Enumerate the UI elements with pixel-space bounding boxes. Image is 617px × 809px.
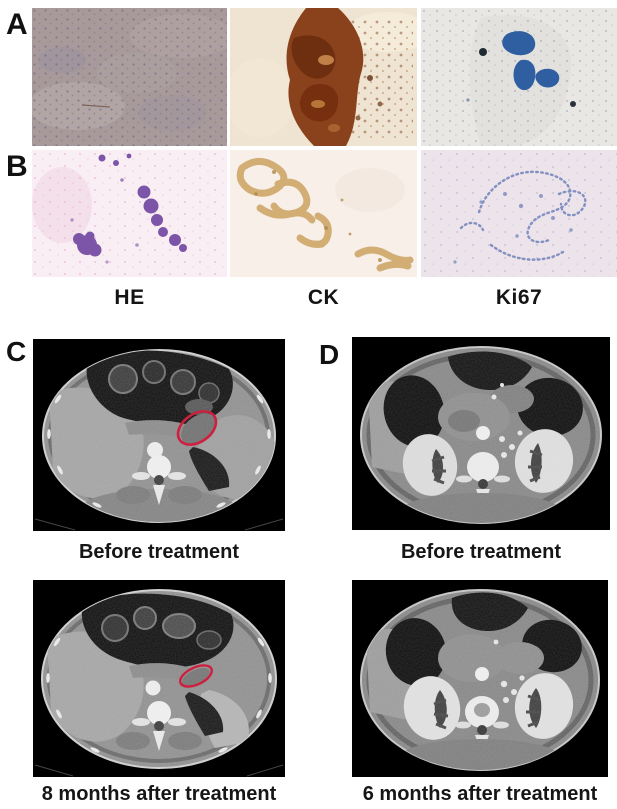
- histology-panel-b-he: [32, 150, 227, 277]
- ct-image-c-after: [33, 580, 285, 777]
- stain-label-ck: CK: [307, 286, 340, 309]
- ct-caption-d-before: Before treatment: [400, 541, 562, 563]
- histology-panel-b-ck: [230, 150, 417, 277]
- ct-caption-d-after: 6 months after treatment: [362, 783, 598, 805]
- stain-label-he: HE: [114, 286, 145, 309]
- tumor-annotation-ellipse: [176, 410, 218, 446]
- ki67-positive-clusters: [502, 31, 560, 91]
- stain-label-ki67: Ki67: [495, 286, 543, 309]
- section-label-d: D: [319, 339, 340, 370]
- section-label-a: A: [6, 8, 28, 41]
- section-label-c: C: [6, 336, 27, 367]
- ct-image-c-before: [33, 339, 285, 531]
- ct-image-d-after: [352, 580, 608, 777]
- ct-caption-c-after: 8 months after treatment: [41, 783, 277, 805]
- ct-image-d-before: [352, 337, 610, 530]
- section-label-b: B: [6, 150, 28, 183]
- tumor-annotation-ellipse: [178, 664, 214, 688]
- ck-tissue-ribbons: [236, 158, 414, 272]
- histology-panel-a-ki67: [421, 8, 617, 146]
- histology-panel-a-ck: [230, 8, 417, 146]
- histology-panel-a-he: [32, 8, 227, 146]
- he-cell-clusters: [70, 153, 187, 264]
- ck-positive-mass: [286, 8, 364, 146]
- ct-caption-c-before: Before treatment: [78, 541, 240, 563]
- histology-panel-b-ki67: [421, 150, 617, 277]
- ki67-speckle-chains: [459, 170, 587, 261]
